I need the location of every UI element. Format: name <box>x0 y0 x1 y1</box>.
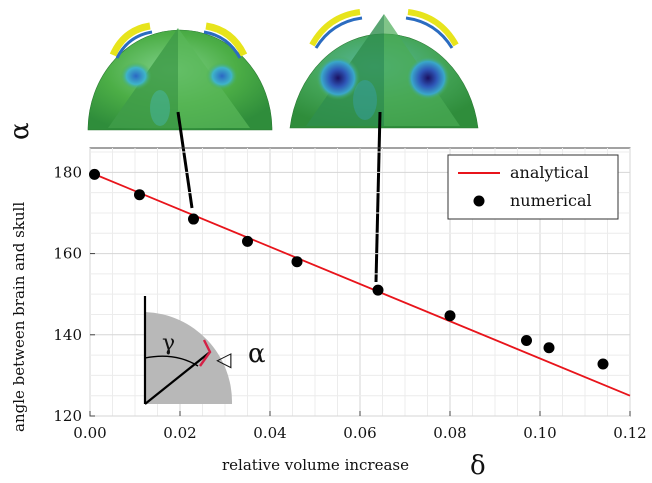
data-point-numerical <box>242 235 253 247</box>
x-tick-label: 0.02 <box>163 424 196 442</box>
y-tick-label: 180 <box>53 163 82 181</box>
legend-marker-numerical <box>473 195 485 207</box>
axis-ticks: 0.00 0.02 0.04 0.06 0.08 0.10 0.12 120 140 160 180 <box>53 163 646 442</box>
data-point-numerical <box>372 284 384 296</box>
legend-label-numerical: numerical <box>510 191 592 210</box>
x-tick-label: 0.04 <box>253 424 286 442</box>
y-axis-label: angle between brain and skull <box>10 202 28 432</box>
y-tick-label: 120 <box>53 407 82 425</box>
x-tick-label: 0.10 <box>523 424 556 442</box>
y-tick-label: 140 <box>53 326 82 344</box>
inset-angle-diagram: γ ◁ α <box>143 296 266 405</box>
x-tick-label: 0.12 <box>613 424 646 442</box>
series-layer <box>89 168 631 397</box>
data-point-numerical <box>444 310 456 322</box>
inset-alpha-label: α <box>248 339 266 369</box>
x-tick-label: 0.00 <box>73 424 106 442</box>
data-point-numerical <box>134 189 145 201</box>
data-point-numerical <box>188 213 199 225</box>
connector-line-right <box>374 111 382 283</box>
x-tick-label: 0.06 <box>343 424 376 442</box>
y-tick-label: 160 <box>53 245 82 263</box>
y-axis-symbol: α <box>5 122 35 140</box>
legend-label-analytical: analytical <box>510 163 589 182</box>
connector-line-left <box>176 111 194 209</box>
legend: analytical numerical <box>447 154 619 220</box>
inset-gamma-label: γ <box>162 331 175 356</box>
inset-angle-symbol: ◁ <box>215 347 232 371</box>
data-point-numerical <box>543 342 555 354</box>
legend-box <box>447 154 619 220</box>
series-line-analytical <box>89 171 631 397</box>
data-point-numerical <box>521 334 532 346</box>
x-axis-symbol: δ <box>470 451 486 481</box>
data-point-numerical <box>597 358 609 370</box>
data-point-numerical <box>89 168 100 180</box>
x-axis-label: relative volume increase <box>222 456 409 474</box>
x-tick-label: 0.08 <box>433 424 466 442</box>
simulation-illustration-large <box>289 9 479 129</box>
simulation-illustration-small <box>87 22 273 131</box>
data-point-numerical <box>291 256 303 268</box>
